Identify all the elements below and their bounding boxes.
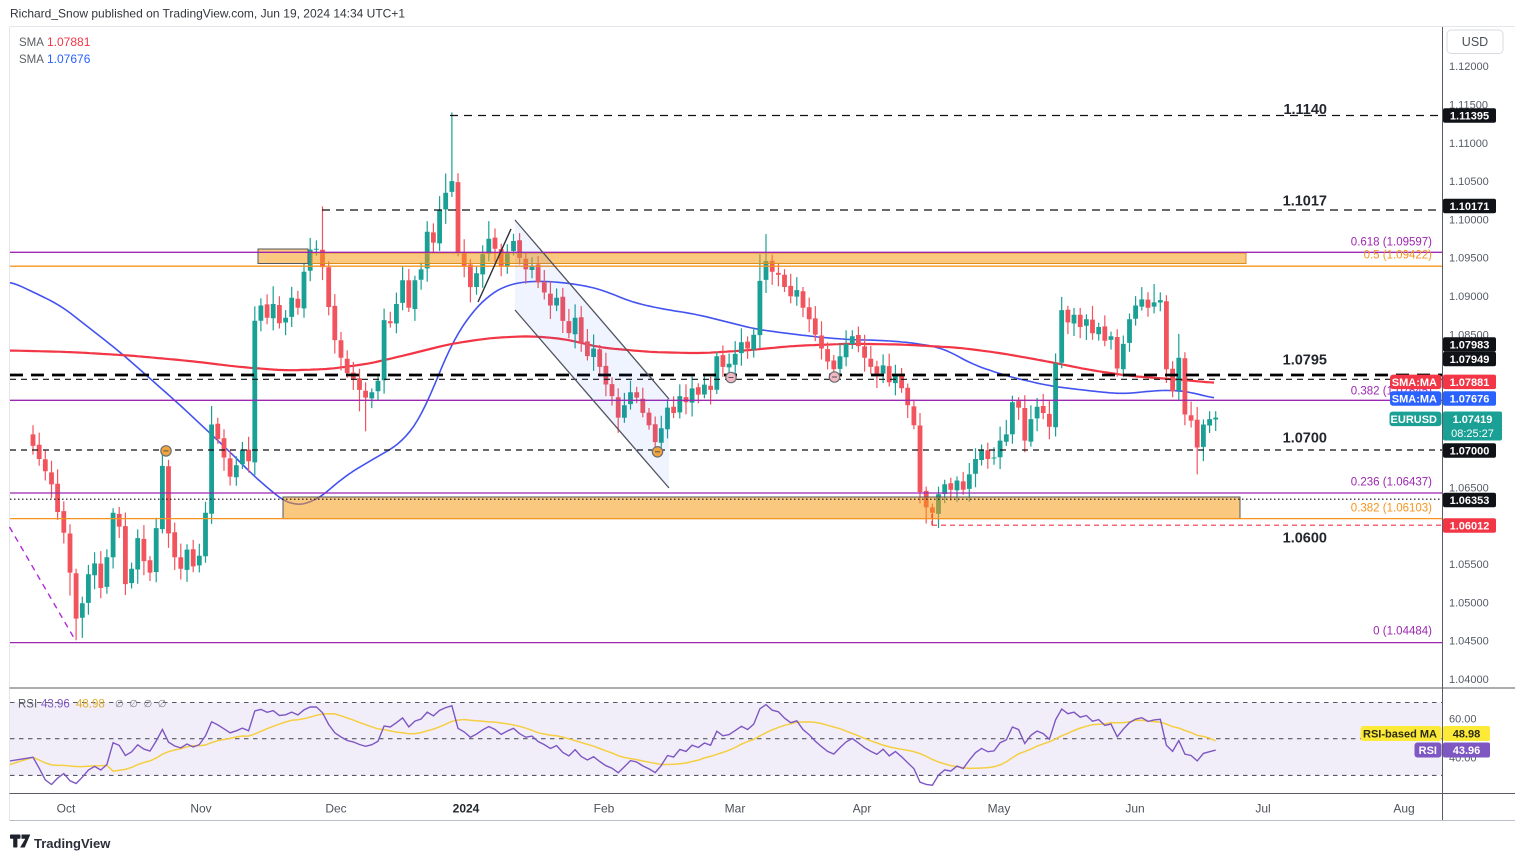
svg-text:0.236 (1.06437): 0.236 (1.06437) bbox=[1351, 477, 1432, 489]
svg-text:1.07881: 1.07881 bbox=[47, 35, 91, 49]
svg-text:1.07949: 1.07949 bbox=[1450, 354, 1490, 366]
svg-text:1.07000: 1.07000 bbox=[1450, 446, 1490, 458]
svg-text:1.06500: 1.06500 bbox=[1449, 482, 1489, 494]
svg-text:EURUSD: EURUSD bbox=[1391, 414, 1438, 426]
svg-text:∅ ∅ ∅ ∅: ∅ ∅ ∅ ∅ bbox=[115, 699, 167, 710]
svg-text:TradingView: TradingView bbox=[34, 836, 111, 851]
svg-text:1.10500: 1.10500 bbox=[1449, 176, 1489, 188]
svg-text:1.05000: 1.05000 bbox=[1449, 597, 1489, 609]
svg-text:SMA: SMA bbox=[19, 37, 44, 49]
svg-text:1.06012: 1.06012 bbox=[1450, 521, 1490, 533]
svg-text:1.0600: 1.0600 bbox=[1283, 531, 1327, 547]
svg-text:2024: 2024 bbox=[453, 802, 480, 816]
svg-text:1.05500: 1.05500 bbox=[1449, 559, 1489, 571]
svg-text:1.07419: 1.07419 bbox=[1453, 414, 1493, 426]
svg-text:Nov: Nov bbox=[190, 802, 211, 816]
svg-text:Mar: Mar bbox=[725, 802, 746, 816]
svg-text:1.07676: 1.07676 bbox=[1450, 394, 1490, 406]
svg-text:Richard_Snow published on Trad: Richard_Snow published on TradingView.co… bbox=[10, 7, 405, 21]
svg-text:SMA:MA: SMA:MA bbox=[1392, 377, 1437, 389]
svg-text:48.98: 48.98 bbox=[1453, 729, 1481, 741]
svg-text:1.09500: 1.09500 bbox=[1449, 253, 1489, 265]
svg-text:Aug: Aug bbox=[1393, 802, 1414, 816]
svg-text:0 (1.04484): 0 (1.04484) bbox=[1373, 626, 1432, 638]
svg-text:1.10000: 1.10000 bbox=[1449, 214, 1489, 226]
svg-text:1.04000: 1.04000 bbox=[1449, 674, 1489, 686]
svg-text:Apr: Apr bbox=[853, 802, 872, 816]
svg-text:SMA:MA: SMA:MA bbox=[1392, 394, 1437, 406]
svg-text:May: May bbox=[988, 802, 1011, 816]
svg-text:RSI: RSI bbox=[1419, 745, 1437, 757]
svg-text:48.98: 48.98 bbox=[76, 699, 105, 711]
svg-text:1.12000: 1.12000 bbox=[1449, 61, 1489, 73]
svg-text:1.04500: 1.04500 bbox=[1449, 636, 1489, 648]
svg-text:1.09000: 1.09000 bbox=[1449, 291, 1489, 303]
svg-text:Dec: Dec bbox=[325, 802, 346, 816]
svg-text:1.1140: 1.1140 bbox=[1283, 102, 1327, 118]
svg-text:43.96: 43.96 bbox=[41, 699, 70, 711]
svg-text:1.0795: 1.0795 bbox=[1283, 353, 1327, 369]
svg-text:1.0700: 1.0700 bbox=[1283, 431, 1327, 447]
svg-text:1.07983: 1.07983 bbox=[1450, 340, 1490, 352]
svg-text:1.1017: 1.1017 bbox=[1283, 194, 1327, 210]
svg-text:Jul: Jul bbox=[1255, 802, 1270, 816]
svg-text:0.618 (1.09597): 0.618 (1.09597) bbox=[1351, 237, 1432, 249]
svg-text:43.96: 43.96 bbox=[1453, 745, 1481, 757]
svg-text:Feb: Feb bbox=[594, 802, 615, 816]
svg-text:1.11395: 1.11395 bbox=[1450, 111, 1489, 123]
svg-text:Oct: Oct bbox=[57, 802, 76, 816]
svg-text:1.06353: 1.06353 bbox=[1450, 495, 1490, 507]
svg-text:RSI-based MA: RSI-based MA bbox=[1363, 729, 1437, 741]
svg-text:1.11000: 1.11000 bbox=[1449, 138, 1488, 150]
svg-text:08:25:27: 08:25:27 bbox=[1451, 428, 1494, 440]
svg-text:1.10171: 1.10171 bbox=[1450, 201, 1490, 213]
svg-text:60.00: 60.00 bbox=[1449, 714, 1477, 726]
svg-text:0.382 (1.06103): 0.382 (1.06103) bbox=[1351, 503, 1432, 515]
svg-text:RSI: RSI bbox=[18, 699, 37, 711]
svg-text:1.07676: 1.07676 bbox=[47, 52, 91, 66]
svg-text:0.5 (1.09422): 0.5 (1.09422) bbox=[1364, 250, 1433, 262]
svg-text:1.07881: 1.07881 bbox=[1450, 377, 1490, 389]
svg-text:SMA: SMA bbox=[19, 54, 44, 66]
svg-text:USD: USD bbox=[1462, 35, 1488, 49]
svg-text:Jun: Jun bbox=[1125, 802, 1144, 816]
